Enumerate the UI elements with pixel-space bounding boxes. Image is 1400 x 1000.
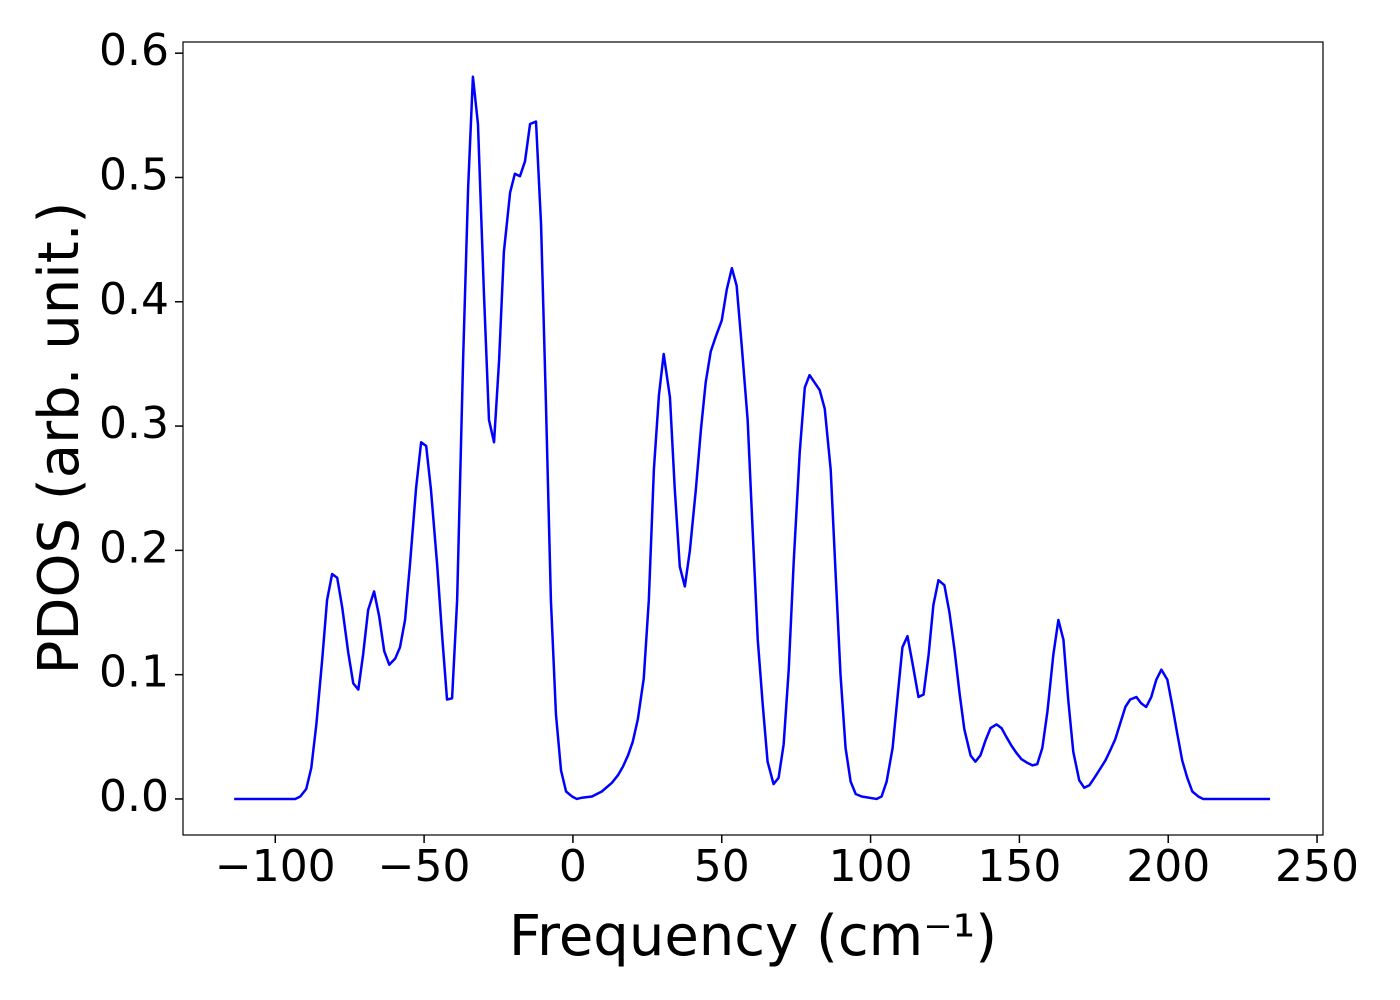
y-tick-label: 0.6: [99, 25, 169, 76]
y-tick-label: 0.4: [99, 274, 169, 325]
x-tick-label: 50: [694, 841, 750, 892]
y-tick-label: 0.5: [99, 149, 169, 200]
y-axis-label: PDOS (arb. unit.): [27, 202, 92, 675]
x-axis-label: Frequency (cm⁻¹): [509, 904, 997, 969]
x-tick-label: −100: [215, 841, 336, 892]
y-tick-label: 0.1: [99, 647, 169, 698]
x-tick-label: 100: [829, 841, 913, 892]
plot-frame: [182, 41, 1324, 836]
y-tick-label: 0.3: [99, 398, 169, 449]
y-tick-label: 0.2: [99, 522, 169, 573]
x-tick-label: 200: [1126, 841, 1210, 892]
line: [234, 75, 1271, 801]
x-tick-label: 250: [1275, 841, 1359, 892]
y-tick-label: 0.0: [99, 771, 169, 822]
x-tick-label: 0: [559, 841, 587, 892]
x-tick-label: −50: [378, 841, 471, 892]
x-tick-label: 150: [977, 841, 1061, 892]
